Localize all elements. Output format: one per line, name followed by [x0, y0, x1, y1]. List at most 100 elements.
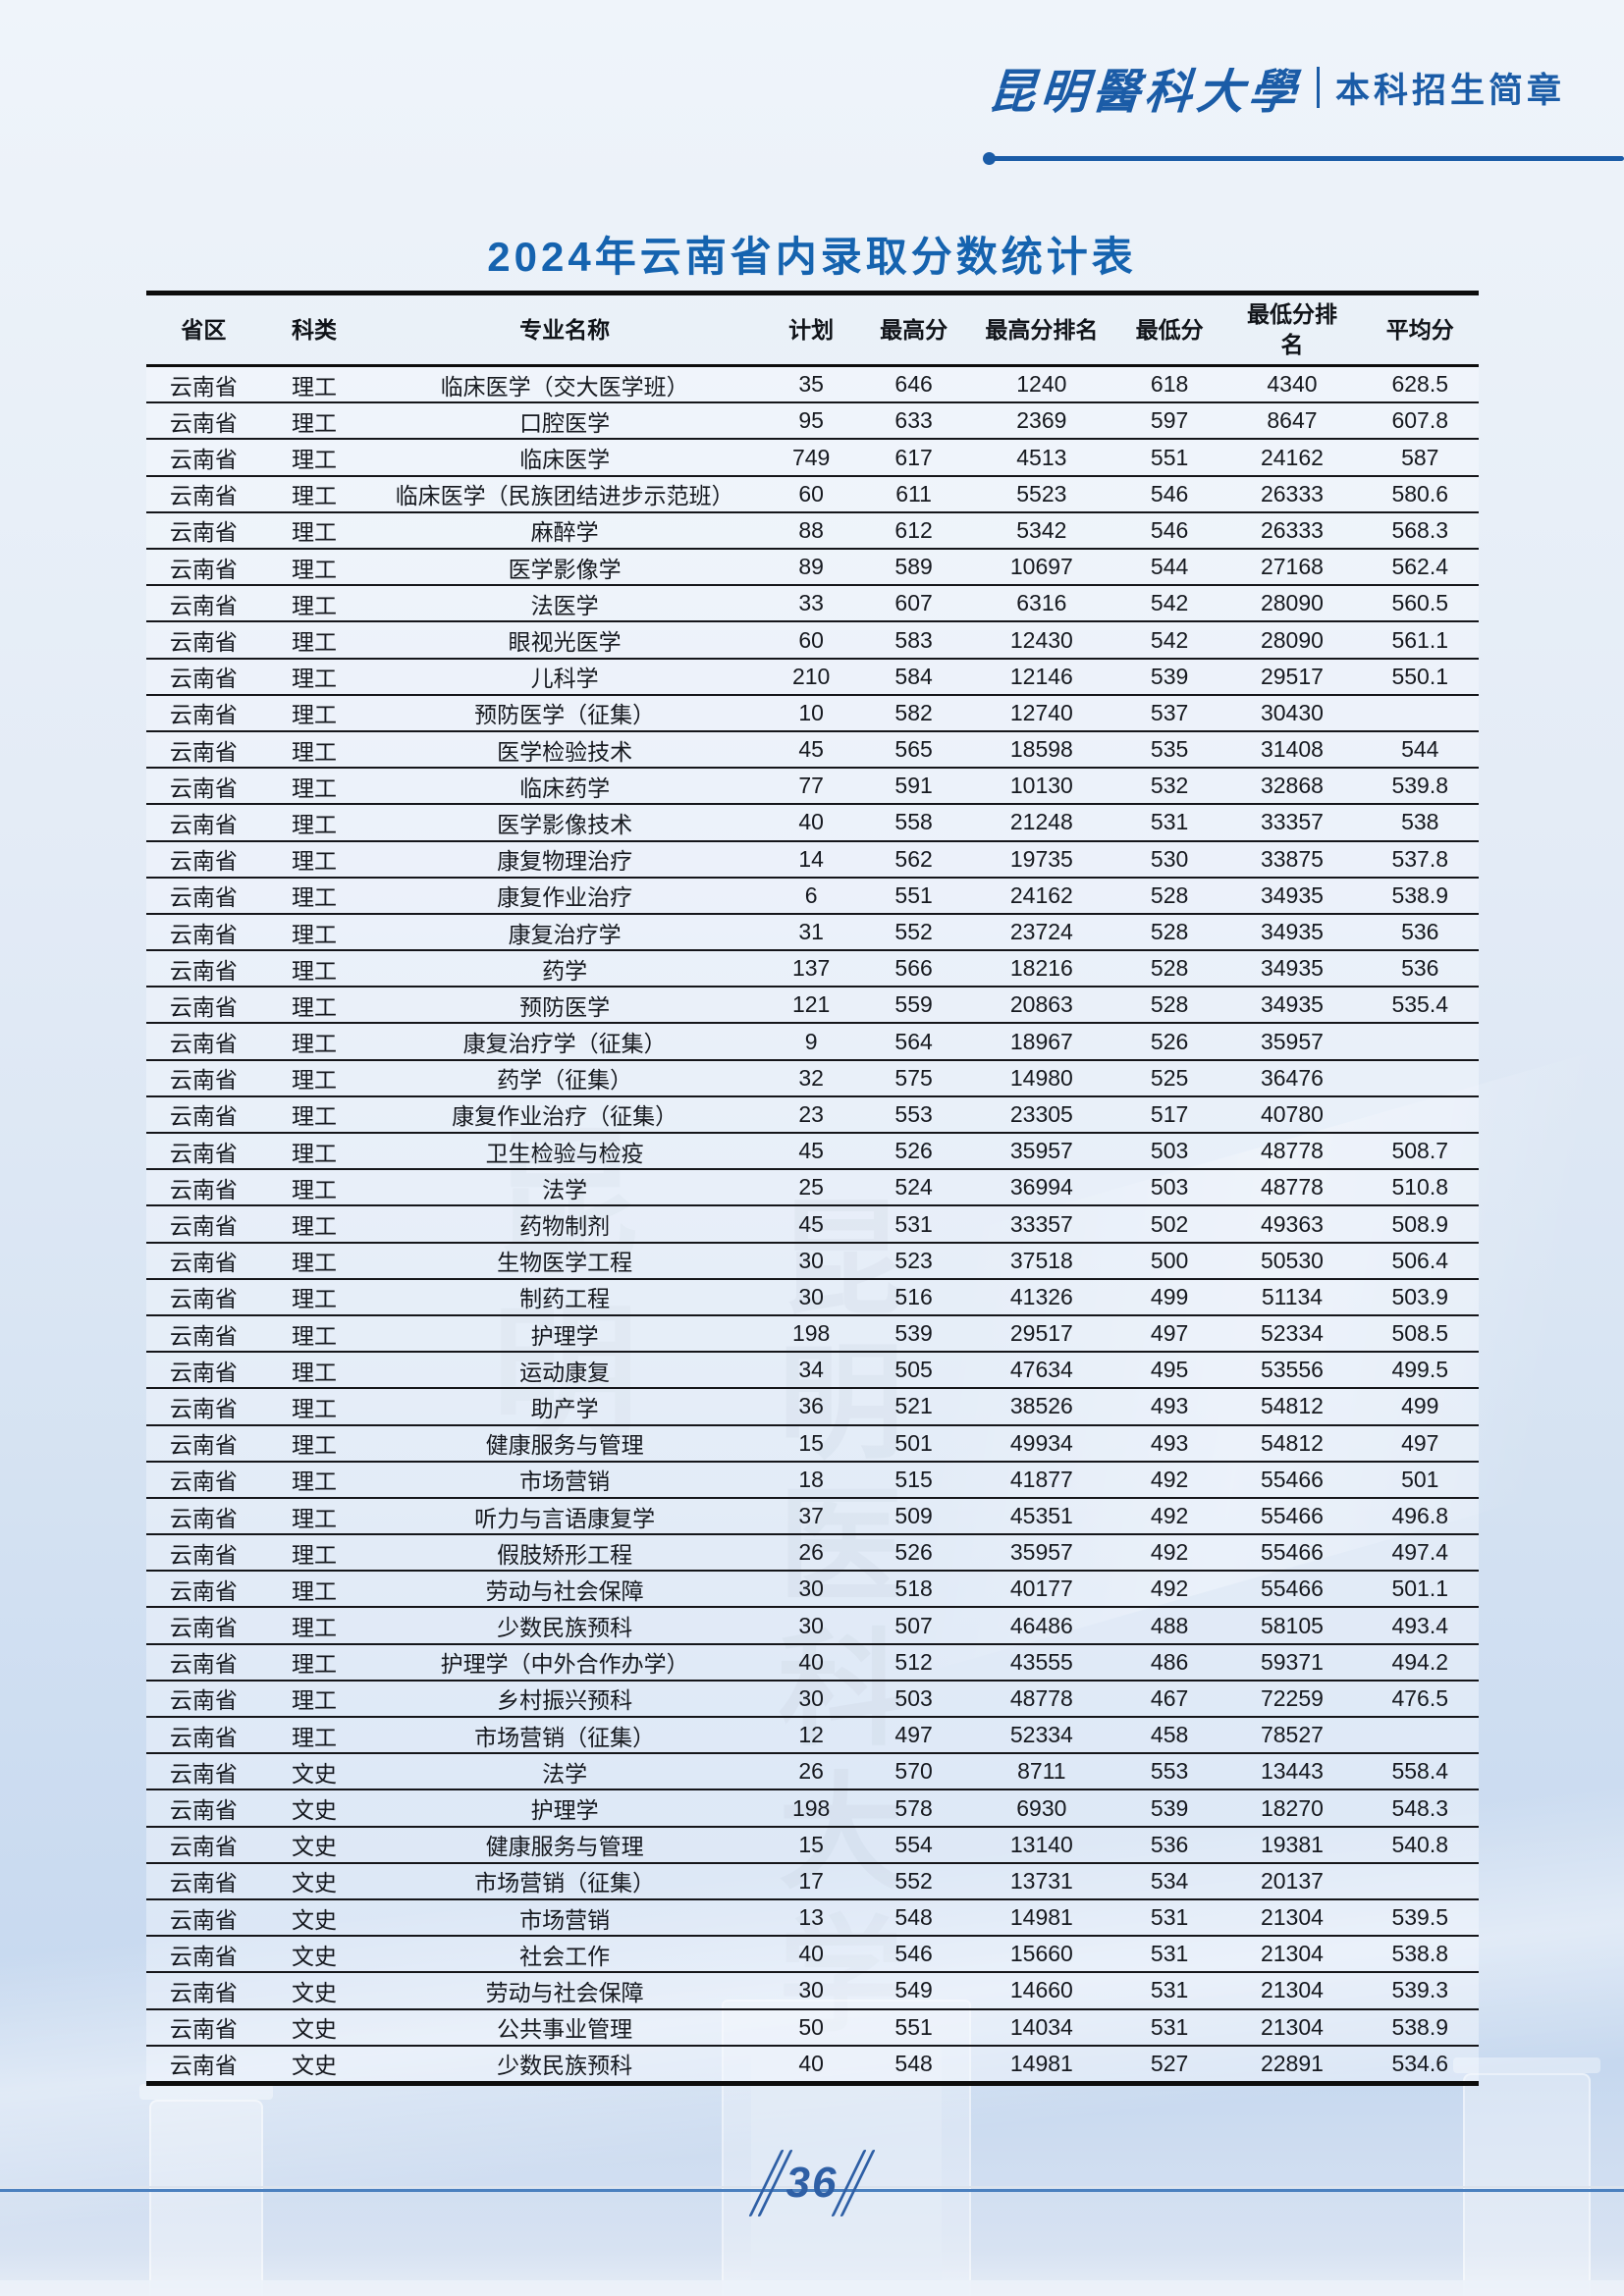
- table-cell: 法医学: [367, 585, 762, 623]
- table-cell: 文史: [260, 1972, 368, 2010]
- table-cell: 536: [1361, 913, 1479, 952]
- table-cell: 理工: [260, 987, 368, 1025]
- table-cell: 4513: [966, 439, 1116, 477]
- table-cell: 30: [761, 1972, 861, 2010]
- column-header: 最高分: [860, 293, 967, 368]
- table-cell: 云南省: [146, 1826, 261, 1864]
- table-row: 云南省 理工 运动康复 34 505 47634 495 53556 499.5: [146, 1352, 1479, 1390]
- table-cell: 12740: [966, 694, 1116, 732]
- table-cell: 理工: [260, 1352, 368, 1390]
- table-cell: 495: [1115, 1352, 1223, 1390]
- table-cell: 538.9: [1361, 2008, 1479, 2047]
- table-cell: 1240: [966, 365, 1116, 404]
- table-cell: 137: [761, 950, 861, 988]
- table-cell: 549: [860, 1972, 967, 2010]
- table-cell: 40: [761, 804, 861, 842]
- table-cell: 59371: [1222, 1643, 1362, 1682]
- table-cell: 30: [761, 1242, 861, 1280]
- table-cell: [1361, 1023, 1479, 1061]
- table-cell: 583: [860, 621, 967, 660]
- table-cell: 40: [761, 2045, 861, 2084]
- table-cell: 康复治疗学: [367, 913, 762, 952]
- table-cell: 534.6: [1361, 2045, 1479, 2084]
- table-cell: 518: [860, 1571, 967, 1609]
- table-cell: 医学影像技术: [367, 804, 762, 842]
- table-cell: 麻醉学: [367, 511, 762, 551]
- table-cell: 34935: [1222, 913, 1362, 952]
- table-row: 云南省 理工 市场营销（征集） 12 497 52334 458 78527: [146, 1717, 1479, 1755]
- table-cell: 516: [860, 1278, 967, 1316]
- column-header: 省区: [146, 293, 261, 368]
- table-row: 云南省 理工 康复作业治疗（征集） 23 553 23305 517 40780: [146, 1095, 1479, 1135]
- table-cell: 548: [860, 1898, 967, 1938]
- table-cell: 26333: [1222, 511, 1362, 551]
- table-cell: 55466: [1222, 1497, 1362, 1536]
- table-cell: 乡村振兴预科: [367, 1680, 762, 1719]
- table-cell: 5523: [966, 475, 1116, 513]
- table-cell: 501: [860, 1424, 967, 1463]
- table-cell: 云南省: [146, 1936, 261, 1974]
- table-cell: 538.8: [1361, 1936, 1479, 1974]
- table-cell: 8647: [1222, 402, 1362, 441]
- table-cell: 493.4: [1361, 1607, 1479, 1645]
- table-cell: 552: [860, 913, 967, 952]
- table-cell: 云南省: [146, 585, 261, 623]
- table-cell: 理工: [260, 1242, 368, 1280]
- table-row: 云南省 理工 临床医学（交大医学班） 35 646 1240 618 4340 628.5: [146, 365, 1479, 404]
- table-row: 云南省 理工 劳动与社会保障 30 518 40177 492 55466 501.1: [146, 1571, 1479, 1609]
- table-cell: 云南省: [146, 402, 261, 441]
- table-row: 云南省 理工 儿科学 210 584 12146 539 29517 550.1: [146, 658, 1479, 696]
- table-cell: 27168: [1222, 549, 1362, 587]
- table-cell: 云南省: [146, 1680, 261, 1719]
- table-cell: 494.2: [1361, 1643, 1479, 1682]
- table-cell: 预防医学: [367, 987, 762, 1025]
- table-cell: 劳动与社会保障: [367, 1571, 762, 1609]
- table-cell: 13731: [966, 1862, 1116, 1900]
- table-cell: 23305: [966, 1095, 1116, 1135]
- table-cell: 749: [761, 439, 861, 477]
- table-cell: 37: [761, 1497, 861, 1536]
- table-cell: 88: [761, 511, 861, 551]
- table-cell: 552: [860, 1862, 967, 1900]
- table-cell: 493: [1115, 1388, 1223, 1426]
- table-cell: 30430: [1222, 694, 1362, 732]
- table-cell: 34: [761, 1352, 861, 1390]
- table-cell: 32: [761, 1059, 861, 1097]
- table-cell: 劳动与社会保障: [367, 1972, 762, 2010]
- table-row: 云南省 理工 康复物理治疗 14 562 19735 530 33875 537.8: [146, 840, 1479, 879]
- table-cell: 36: [761, 1388, 861, 1426]
- table-cell: 儿科学: [367, 658, 762, 696]
- table-cell: 505: [860, 1352, 967, 1390]
- table-cell: 575: [860, 1059, 967, 1097]
- table-cell: 45: [761, 730, 861, 770]
- table-cell: 理工: [260, 1023, 368, 1061]
- table-cell: 591: [860, 768, 967, 806]
- table-cell: 538.9: [1361, 877, 1479, 915]
- table-cell: 502: [1115, 1205, 1223, 1244]
- table-row: 云南省 理工 临床医学 749 617 4513 551 24162 587: [146, 439, 1479, 477]
- table-cell: 467: [1115, 1680, 1223, 1719]
- table-cell: 25: [761, 1169, 861, 1207]
- table-row: 云南省 理工 口腔医学 95 633 2369 597 8647 607.8: [146, 402, 1479, 441]
- table-cell: 云南省: [146, 913, 261, 952]
- table-cell: 48778: [1222, 1169, 1362, 1207]
- table-cell: 理工: [260, 768, 368, 806]
- table-cell: 临床医学（民族团结进步示范班）: [367, 475, 762, 513]
- table-row: 云南省 理工 康复作业治疗 6 551 24162 528 34935 538.9: [146, 877, 1479, 915]
- table-cell: 14: [761, 840, 861, 879]
- table-cell: 488: [1115, 1607, 1223, 1645]
- table-cell: 云南省: [146, 1862, 261, 1900]
- table-cell: 499: [1115, 1278, 1223, 1316]
- table-cell: 542: [1115, 585, 1223, 623]
- table-row: 云南省 理工 健康服务与管理 15 501 49934 493 54812 497: [146, 1424, 1479, 1463]
- table-cell: 理工: [260, 1388, 368, 1426]
- table-cell: 6316: [966, 585, 1116, 623]
- table-cell: 28090: [1222, 585, 1362, 623]
- table-cell: 理工: [260, 1534, 368, 1573]
- table-cell: 法学: [367, 1753, 762, 1791]
- table-cell: 499: [1361, 1388, 1479, 1426]
- table-cell: 40177: [966, 1571, 1116, 1609]
- table-cell: 药学: [367, 950, 762, 988]
- table-cell: 云南省: [146, 1753, 261, 1791]
- table-cell: 理工: [260, 1461, 368, 1499]
